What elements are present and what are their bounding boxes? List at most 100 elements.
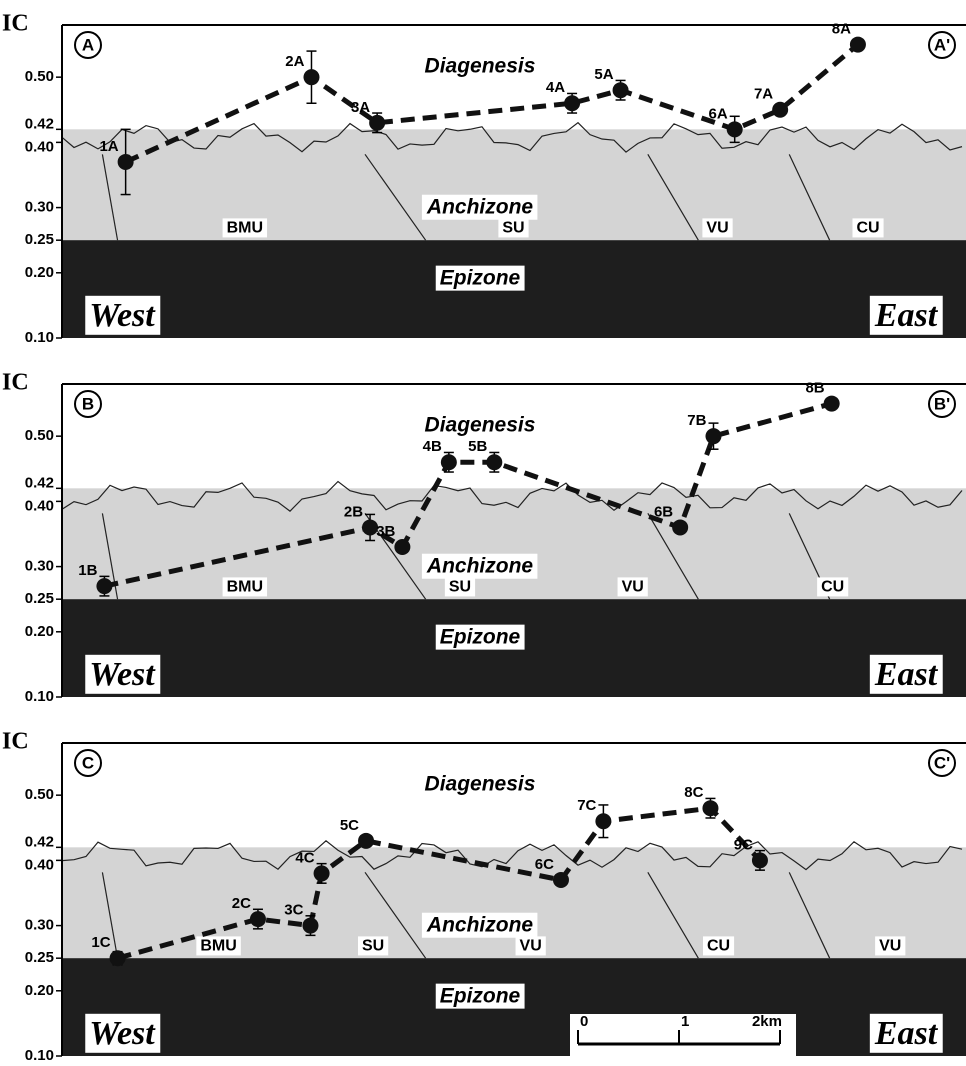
corner-circle [74,749,102,777]
east-label-box [869,295,943,335]
zone-label: Epizone [440,267,521,290]
zone-label-box [435,265,525,291]
section-label: C' [934,753,950,772]
point-label: 5C [340,817,359,834]
unit-label: SU [362,937,384,954]
point [552,871,569,888]
y-tick-label: 0.10 [25,688,54,705]
point [564,95,581,112]
y-tick-label: 0.20 [25,264,54,281]
east-label-box [869,1013,943,1053]
east-label: East [874,1015,939,1052]
y-axis-title: IC [2,729,29,755]
y-tick-label: 0.25 [25,949,54,966]
corner-circle [928,749,956,777]
y-tick-label: 0.25 [25,590,54,607]
section-label: A' [934,35,950,54]
west-label: West [89,656,156,693]
fault [364,871,427,959]
point-label: 4A [546,79,565,96]
unit-label-box [444,577,476,597]
scale-bar-label: 1 [681,1013,689,1030]
point-label: 7C [577,797,596,814]
point [302,917,319,934]
unit-label: BMU [227,578,263,595]
y-tick-label: 0.30 [25,917,54,934]
y-tick-label: 0.50 [25,786,54,803]
y-axis-title: IC [2,11,29,37]
y-tick-label: 0.42 [25,474,54,491]
point-label: 3C [284,902,303,919]
unit-label-box [852,218,884,238]
zone-label: Epizone [440,985,521,1008]
y-tick-label: 0.50 [25,68,54,85]
y-tick-label: 0.25 [25,231,54,248]
topography [61,121,963,153]
unit-label-box [222,218,268,238]
fault [364,153,427,241]
unit-label-box [196,936,241,956]
zone-label: Diagenesis [425,773,536,796]
unit-label: VU [879,937,901,954]
west-label: West [89,297,156,334]
point-label: 6B [654,503,673,520]
west-label-box [85,1013,161,1053]
unit-label: CU [856,219,879,236]
panel: 0.10 0.20 0.25 0.30 0.40 0.42 0.50 IC A A' Diagene… [2,11,966,346]
corner-circle [74,31,102,59]
point [303,69,320,86]
y-tick-label: 0.10 [25,329,54,346]
y-tick-label: 0.40 [25,138,54,155]
trend-line [116,805,762,961]
y-tick-label: 0.40 [25,497,54,514]
y-tick-label: 0.10 [25,1047,54,1064]
point-label: 1C [91,934,110,951]
corner-circle [928,31,956,59]
trend-line [103,401,833,589]
point-label: 5B [468,438,487,455]
y-tick-label: 0.20 [25,982,54,999]
section-label: C [82,753,94,772]
point-label: 8C [684,784,703,801]
zone-label-box [420,771,540,797]
zone-label-box [435,983,525,1009]
unit-label-box [515,936,546,956]
y-tick-label: 0.30 [25,558,54,575]
point-label: 3B [376,523,395,540]
topography [61,839,963,871]
section-label: B [82,394,94,413]
scale-bar-box [570,1014,797,1056]
unit-label: VU [622,578,644,595]
point-label: 2B [344,503,363,520]
west-label-box [85,295,161,335]
y-tick-label: 0.50 [25,427,54,444]
unit-label: BMU [200,937,236,954]
point-label: 2A [285,53,304,70]
y-tick-label: 0.30 [25,199,54,216]
unit-label: CU [821,578,844,595]
unit-label-box [617,577,648,597]
y-tick-label: 0.40 [25,856,54,873]
zone-label-box [421,194,538,220]
point [751,852,768,869]
point [362,519,379,536]
unit-label-box [875,936,906,956]
fault [647,872,699,959]
point [705,428,722,445]
point-label: 8A [832,21,851,38]
trend-line [124,42,860,165]
point [96,578,113,595]
point [440,454,457,471]
unit-label-box [222,577,268,597]
scale-bar: 0 1 2km [570,1013,797,1056]
point [394,539,411,556]
unit-label-box [357,936,389,956]
point [672,519,689,536]
point-label: 9C [734,836,753,853]
y-tick-label: 0.20 [25,623,54,640]
point-label: 6A [709,105,728,122]
point [702,800,719,817]
fault [101,872,119,959]
topography [61,480,963,512]
